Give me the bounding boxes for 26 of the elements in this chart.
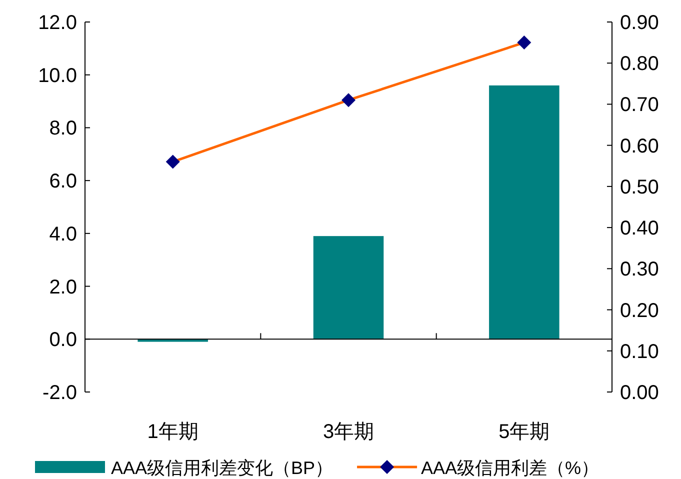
- y-tick-label: 4.0: [49, 223, 77, 246]
- y-tick-label: 6.0: [49, 170, 77, 193]
- y2-tick-label: 0.70: [620, 94, 659, 116]
- y-tick-label: 0.0: [49, 329, 77, 352]
- x-tick-label: 5年期: [498, 421, 550, 443]
- legend-label: AAA级信用利差（%）: [421, 458, 600, 478]
- y-tick-label: 2.0: [49, 276, 77, 298]
- y2-tick-label: 0.90: [620, 12, 659, 34]
- y-tick-label: 12.0: [38, 12, 77, 34]
- y2-tick-label: 0.50: [620, 176, 659, 198]
- y-tick-label: -2.0: [42, 382, 77, 404]
- y-tick-label: 10.0: [38, 64, 77, 87]
- bar: [489, 85, 560, 340]
- y-tick-label: 8.0: [49, 118, 77, 140]
- x-tick-label: 3年期: [322, 421, 374, 443]
- legend-label: AAA级信用利差变化（BP）: [111, 458, 334, 478]
- bar: [138, 339, 208, 342]
- x-tick-label: 1年期: [147, 421, 198, 443]
- y2-tick-label: 0.80: [620, 53, 659, 76]
- y2-tick-label: 0.60: [620, 135, 659, 158]
- bar: [313, 236, 384, 340]
- y2-tick-label: 0.30: [620, 258, 659, 281]
- y2-tick-label: 0.00: [620, 382, 659, 404]
- y2-tick-label: 0.20: [620, 300, 659, 322]
- y2-tick-label: 0.10: [620, 340, 659, 363]
- y2-tick-label: 0.40: [620, 218, 659, 240]
